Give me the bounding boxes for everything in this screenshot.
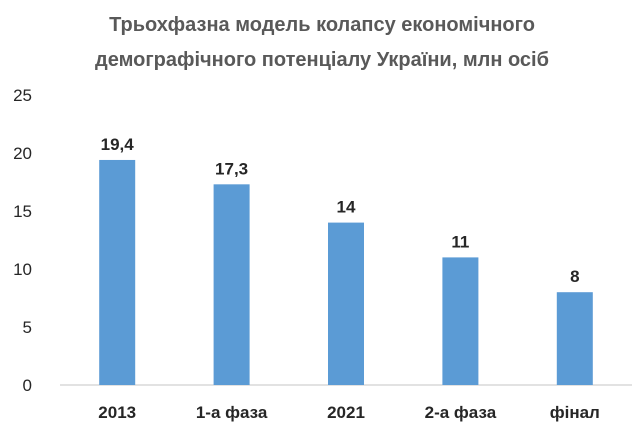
- data-labels: 19,4 17,3 14 11 8: [101, 135, 580, 286]
- y-tick-label: 5: [23, 318, 32, 337]
- y-tick-label: 25: [13, 86, 32, 105]
- data-label: 19,4: [101, 135, 135, 154]
- bar: [556, 292, 593, 385]
- y-tick-label: 15: [13, 202, 32, 221]
- x-axis-labels: 2013 1-а фаза 2021 2-а фаза фінал: [98, 403, 600, 422]
- y-tick-label: 10: [13, 260, 32, 279]
- bar-series: [99, 159, 593, 385]
- data-label: 14: [337, 198, 356, 217]
- x-tick-label: 2021: [327, 403, 365, 422]
- chart-title-line-1: Трьохфазна модель колапсу економічного: [109, 14, 535, 36]
- x-tick-label: 2-а фаза: [425, 403, 497, 422]
- y-tick-label: 20: [13, 144, 32, 163]
- data-label: 17,3: [215, 159, 248, 178]
- bar: [442, 257, 479, 385]
- bar: [99, 159, 136, 385]
- data-label: 8: [570, 267, 579, 286]
- x-tick-label: фінал: [550, 403, 600, 422]
- y-axis-ticks: 0 5 10 15 20 25: [13, 86, 32, 395]
- y-tick-label: 0: [23, 376, 32, 395]
- x-tick-label: 1-а фаза: [196, 403, 268, 422]
- bar: [328, 222, 364, 385]
- chart-title-line-2: демографічного потенціалу України, млн о…: [95, 49, 549, 71]
- x-tick-label: 2013: [98, 403, 136, 422]
- data-label: 11: [451, 232, 469, 251]
- bar: [213, 184, 250, 385]
